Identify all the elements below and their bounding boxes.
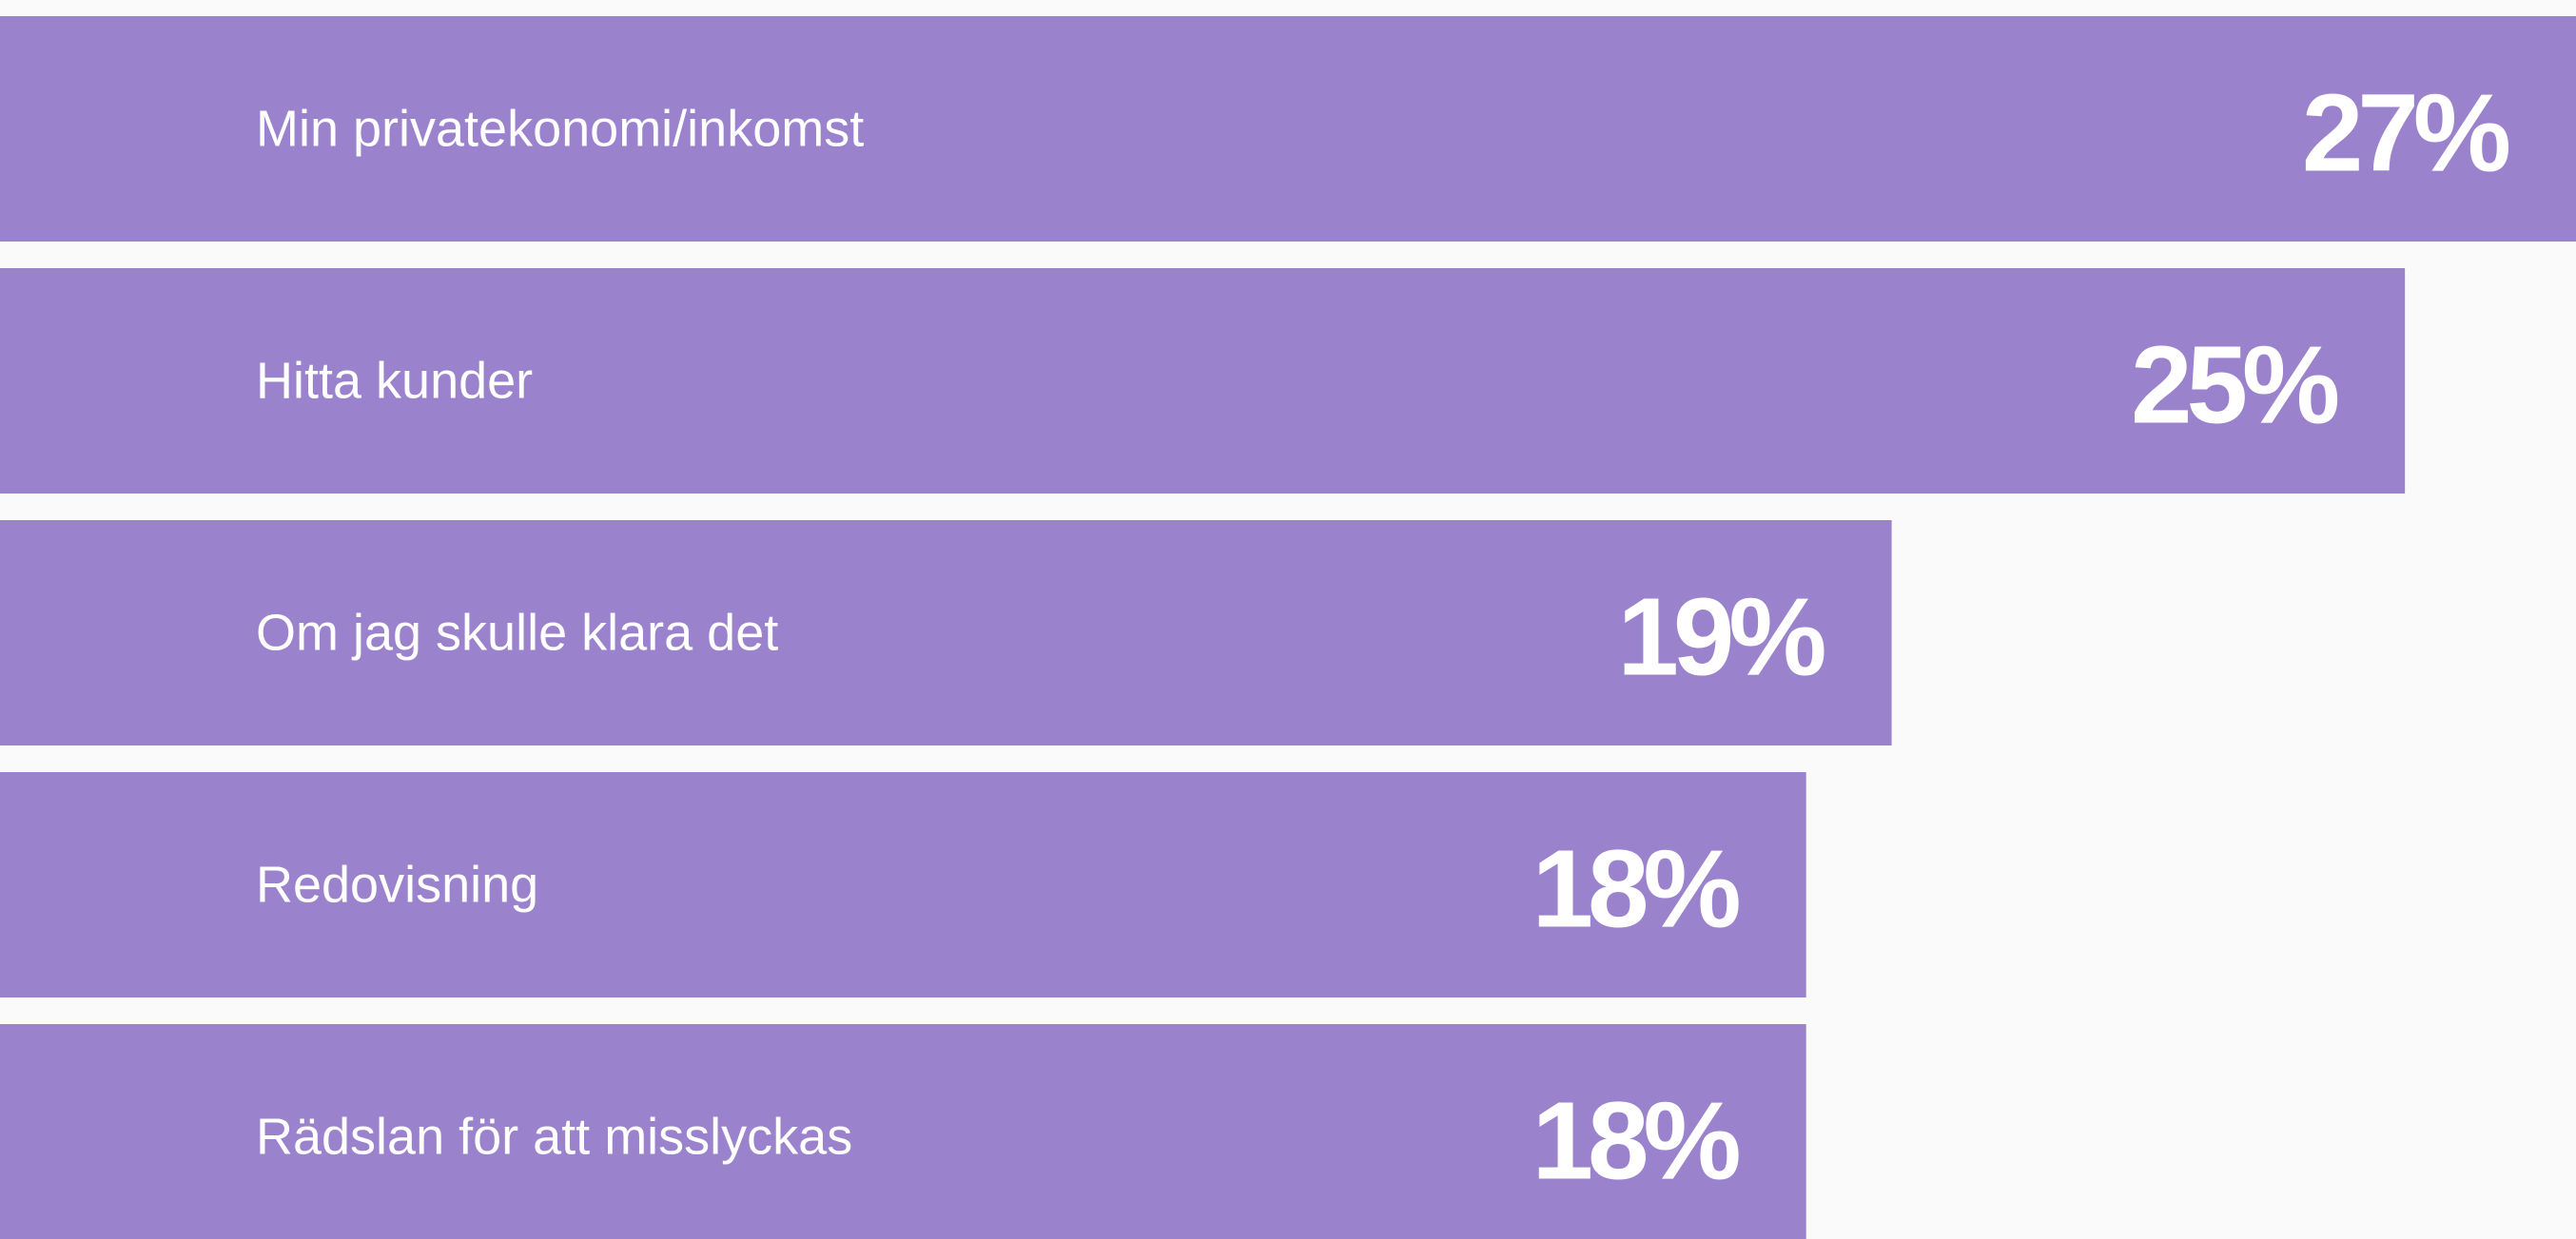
- bar: [0, 772, 1806, 997]
- bar: [0, 16, 2576, 242]
- category-label: Om jag skulle klara det: [256, 605, 778, 662]
- category-label: Redovisning: [256, 857, 538, 914]
- bar: [0, 268, 2406, 494]
- category-label: Rädslan för att misslyckas: [256, 1109, 852, 1166]
- value-label: 18%: [1532, 827, 1739, 951]
- category-label: Hitta kunder: [256, 353, 533, 410]
- bar: [0, 520, 1892, 745]
- value-label: 18%: [1532, 1079, 1739, 1203]
- category-label: Min privatekonomi/inkomst: [256, 101, 864, 158]
- value-label: 25%: [2131, 323, 2338, 447]
- value-label: 19%: [1617, 575, 1825, 699]
- bar: [0, 1024, 1806, 1239]
- value-label: 27%: [2302, 71, 2509, 195]
